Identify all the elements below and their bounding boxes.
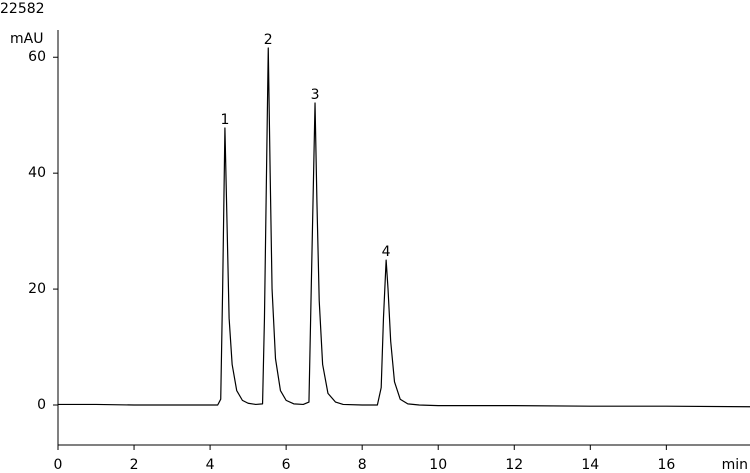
y-tick-label: 20 xyxy=(28,281,46,297)
x-tick-label: 12 xyxy=(505,457,523,473)
chart-title: 22582 xyxy=(0,1,45,17)
y-tick-label: 0 xyxy=(37,397,46,413)
x-tick-label: 2 xyxy=(130,457,139,473)
y-tick-label: 60 xyxy=(28,49,46,65)
x-tick-label: 16 xyxy=(657,457,675,473)
y-tick-label: 40 xyxy=(28,165,46,181)
x-axis-label: min xyxy=(722,457,748,473)
x-tick-label: 4 xyxy=(206,457,215,473)
peak-label: 1 xyxy=(220,112,229,128)
trace xyxy=(58,47,750,408)
peak-label: 3 xyxy=(311,87,320,103)
x-tick-label: 6 xyxy=(282,457,291,473)
peak-label: 2 xyxy=(264,32,273,48)
x-tick-label: 10 xyxy=(429,457,447,473)
peak-label: 4 xyxy=(382,244,391,260)
y-axis-label: mAU xyxy=(10,31,43,47)
x-tick-label: 14 xyxy=(581,457,599,473)
x-tick-label: 8 xyxy=(358,457,367,473)
x-tick-label: 0 xyxy=(54,457,63,473)
